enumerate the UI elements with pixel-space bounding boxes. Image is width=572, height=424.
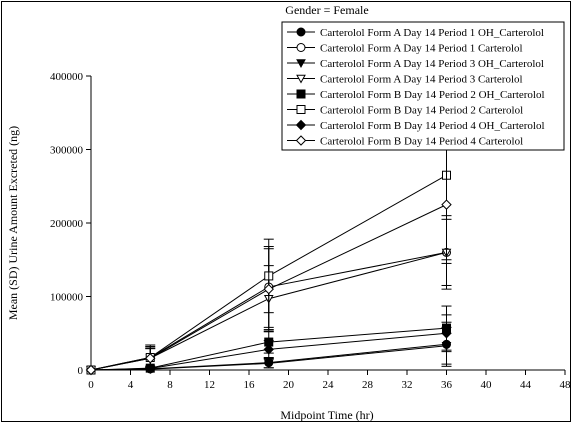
x-tick-label: 4: [128, 379, 134, 391]
data-point: [441, 199, 452, 210]
legend-label: Carterolol Form A Day 14 Period 1 Carter…: [320, 43, 523, 55]
x-axis-label: Midpoint Time (hr): [280, 408, 373, 422]
legend-label: Carterolol Form B Day 14 Period 4 OH_Car…: [320, 120, 545, 132]
chart-title: Gender = Female: [285, 3, 368, 17]
legend-marker: [296, 89, 306, 99]
x-tick-label: 16: [244, 379, 256, 391]
x-tick-label: 24: [323, 379, 335, 391]
y-tick-label: 300000: [50, 145, 84, 157]
y-tick-label: 0: [78, 365, 84, 377]
x-tick-label: 12: [204, 379, 215, 391]
data-point: [441, 328, 452, 339]
legend-label: Carterolol Form A Day 14 Period 3 OH_Car…: [320, 58, 544, 70]
legend-marker: [296, 105, 306, 114]
plot-area: [85, 86, 452, 376]
legend-label: Carterolol Form B Day 14 Period 4 Carter…: [320, 136, 523, 148]
data-point: [145, 353, 156, 364]
legend-label: Carterolol Form B Day 14 Period 2 OH_Car…: [320, 89, 545, 101]
data-point: [85, 364, 97, 376]
legend-label: Carterolol Form A Day 14 Period 1 OH_Car…: [320, 27, 544, 39]
x-tick-label: 32: [402, 379, 413, 391]
legend: Carterolol Form A Day 14 Period 1 OH_Car…: [281, 21, 565, 151]
x-tick-label: 0: [88, 379, 94, 391]
x-tick-label: 40: [481, 379, 493, 391]
data-point: [263, 359, 274, 369]
y-tick-label: 200000: [50, 218, 84, 230]
legend-marker: [296, 43, 306, 52]
legend-marker: [295, 119, 307, 131]
x-tick-label: 44: [520, 379, 532, 391]
x-tick-label: 8: [167, 379, 173, 391]
x-tick-label: 20: [283, 379, 295, 391]
y-tick-label: 400000: [50, 71, 84, 83]
legend-marker: [296, 59, 306, 69]
legend-label: Carterolol Form A Day 14 Period 3 Carter…: [320, 74, 523, 86]
y-axis-label: Mean (SD) Urine Amount Excreted (ng): [6, 126, 20, 320]
x-tick-label: 48: [560, 379, 572, 391]
legend-box: [281, 21, 565, 151]
series-8: [85, 149, 452, 376]
legend-marker: [296, 74, 306, 84]
series-line: [90, 332, 447, 371]
legend-label: Carterolol Form B Day 14 Period 2 Carter…: [320, 105, 523, 117]
data-point: [263, 344, 274, 355]
legend-marker: [295, 135, 307, 146]
x-tick-label: 36: [441, 379, 453, 391]
series-line: [90, 204, 447, 371]
legend-marker: [296, 27, 306, 37]
axes: 0 4 8 12 16 20 24 28 32 36 40 44 4801000002000003000…: [50, 71, 571, 391]
x-tick-label: 28: [362, 379, 374, 391]
y-tick-label: 100000: [50, 292, 84, 304]
data-point: [263, 283, 274, 295]
